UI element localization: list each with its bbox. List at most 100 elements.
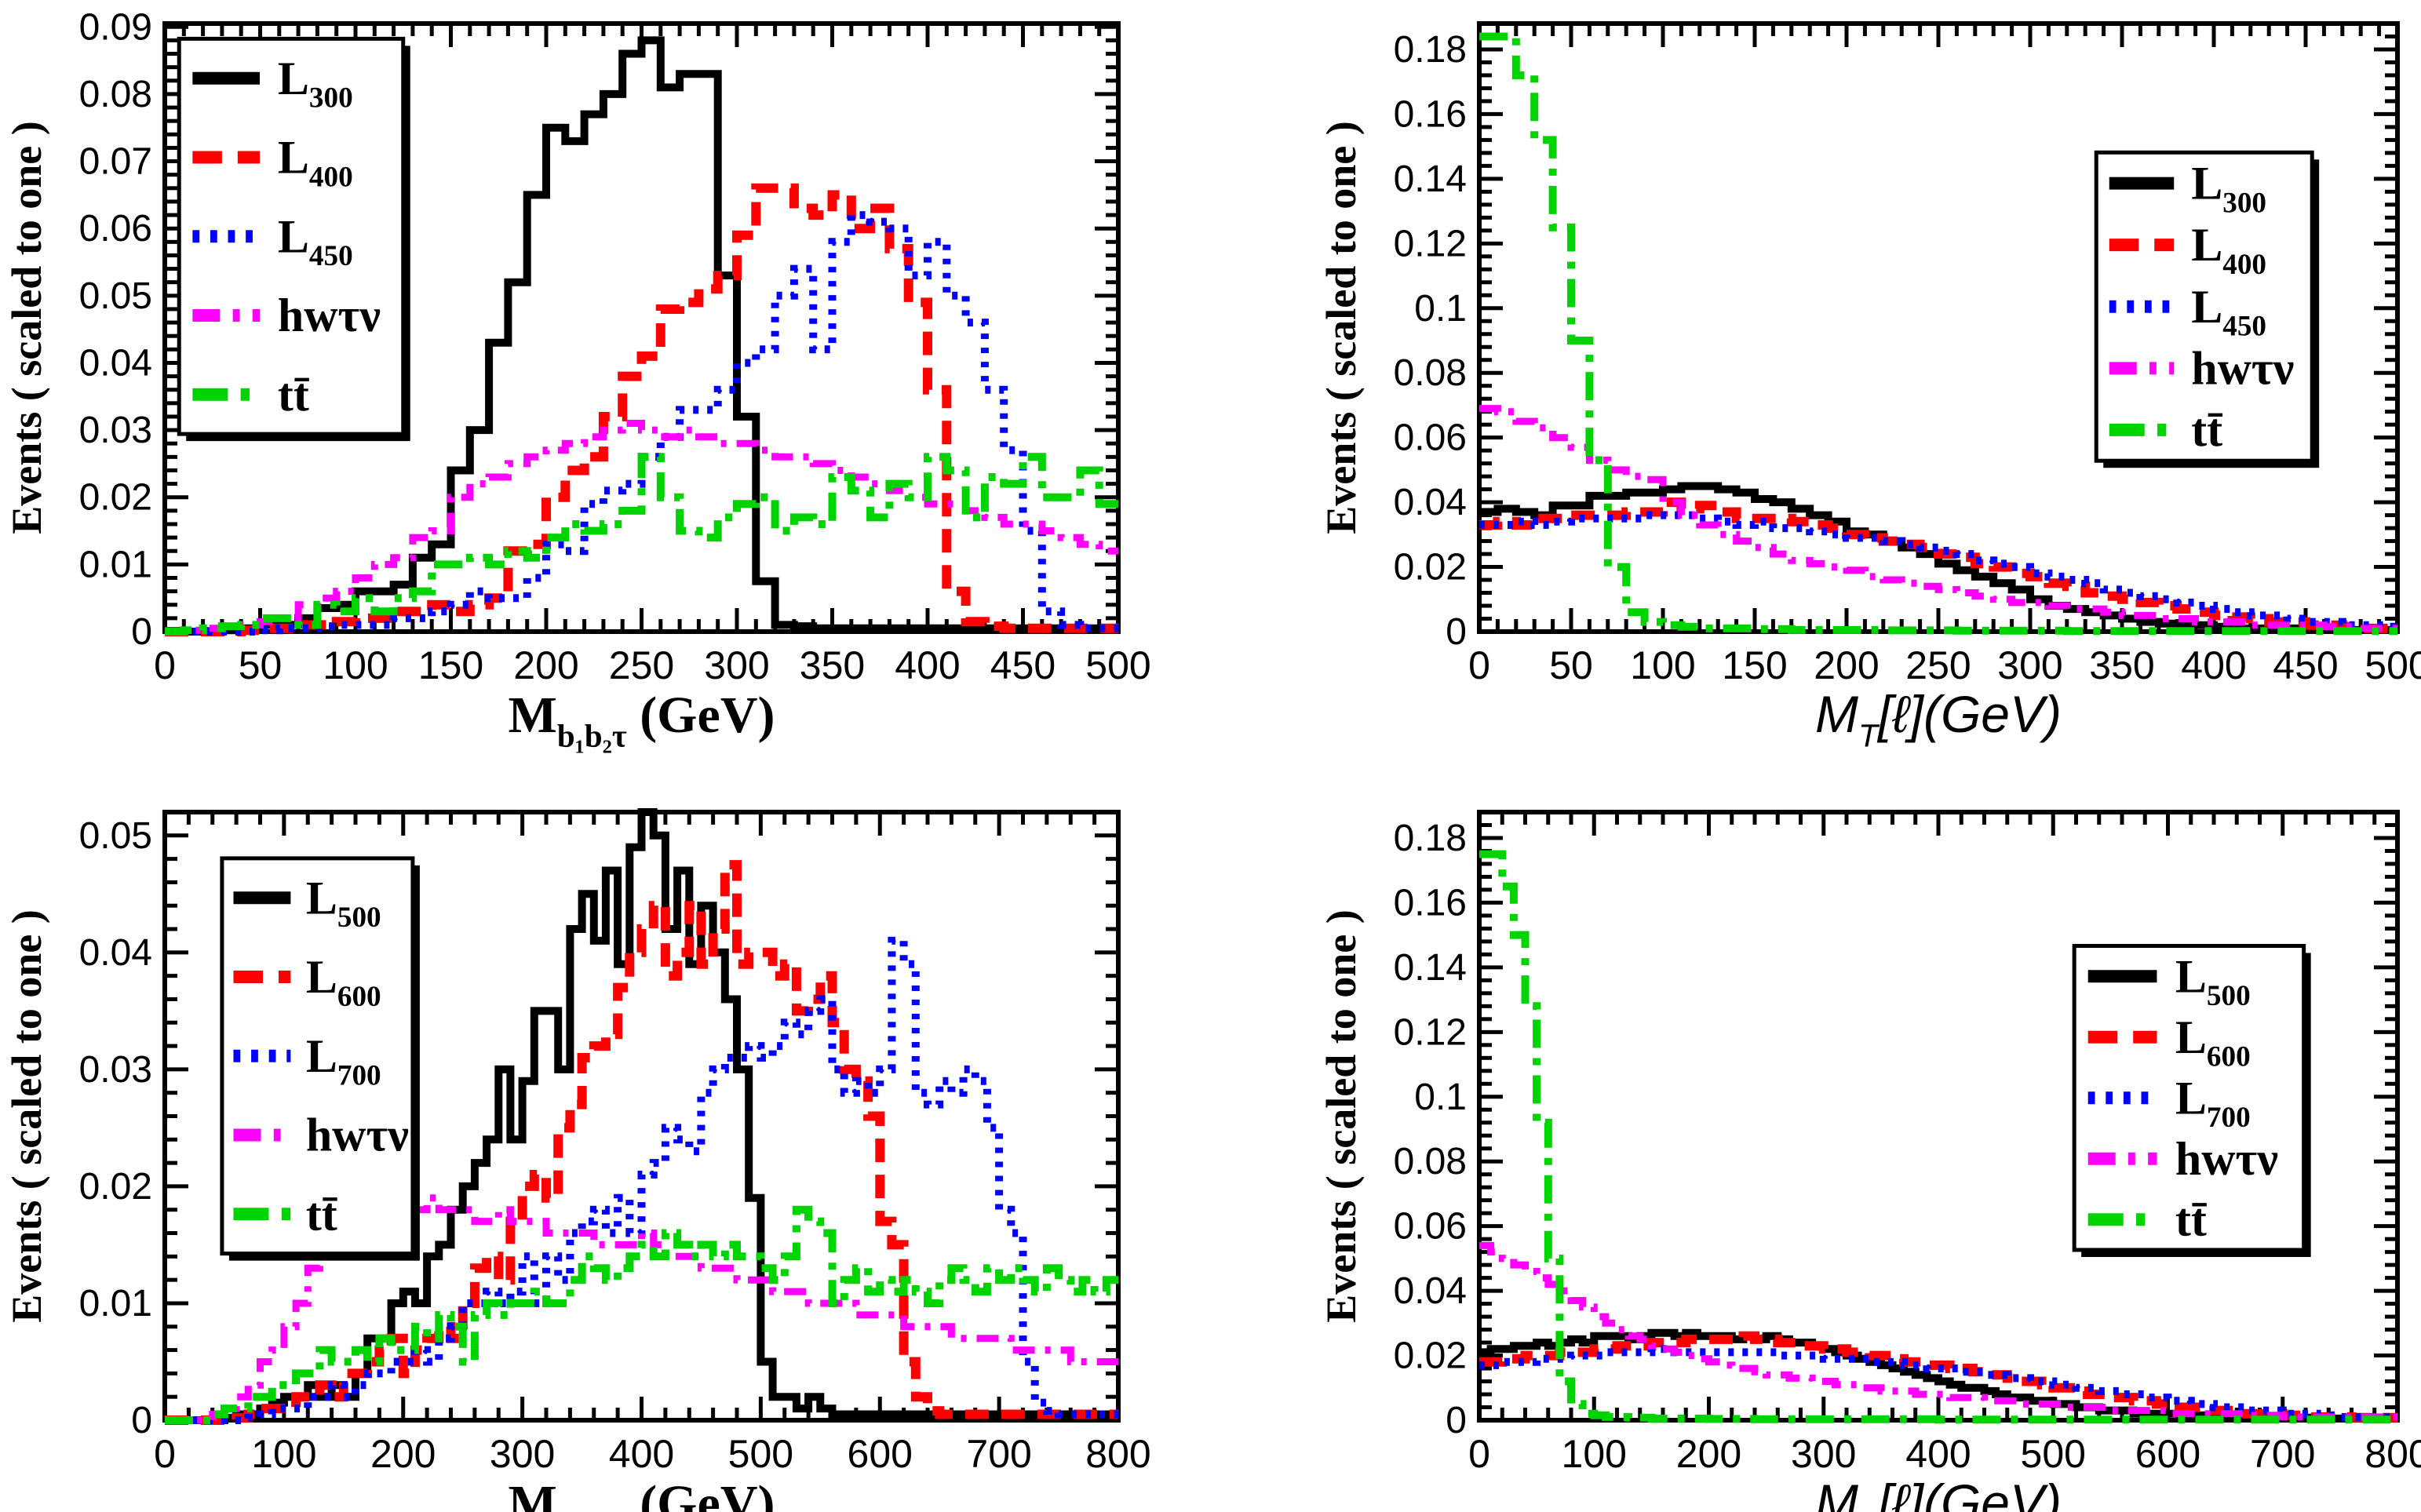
series-ttbar	[1479, 850, 2397, 1424]
y-tick-label: 0.01	[79, 1283, 152, 1324]
y-tick-label: 0.1	[1414, 288, 1467, 330]
y-tick-label: 0.14	[1394, 947, 1467, 989]
x-tick-label: 350	[800, 643, 865, 687]
legend-label-L300: L300	[278, 53, 353, 115]
x-tick-label: 150	[418, 643, 483, 687]
legend-label-L500: L500	[306, 872, 381, 934]
legend-label-L450: L450	[2191, 281, 2266, 343]
x-tick-label: 450	[2273, 643, 2338, 687]
x-tick-label: 0	[1468, 1432, 1490, 1476]
y-tick-label: 0.08	[79, 74, 152, 115]
chart-svg-top-right: 0 50 100 150 200 250 300 350 400 450 500 0 0.02 0.04 0…	[1318, 21, 2421, 753]
chart-svg-bottom-right: 0 100 200 300 400 500 600 700 800 0 0.02 0.04 0.06 0.…	[1318, 810, 2421, 1512]
x-tick-label: 200	[513, 643, 578, 687]
legend-label-ttbar: tt̄	[2191, 404, 2223, 456]
y-tick-label: 0.04	[1394, 1270, 1467, 1312]
series-ttbar	[1479, 32, 2397, 636]
series-ttbar	[165, 1205, 1118, 1424]
panel-bottom-left-mb1b2tau: 0 100 200 300 400 500 600 700 800 0 0.01 0.02 0.03 0.…	[0, 756, 1210, 1512]
x-tick-label: 200	[1676, 1432, 1741, 1476]
y-axis-ticks	[165, 810, 1118, 1423]
series-L700	[1479, 1345, 2397, 1421]
y-axis-title: Events ( scaled to one )	[1318, 121, 1365, 534]
x-tick-label: 400	[609, 1432, 674, 1476]
y-tick-label: 0.08	[1394, 352, 1467, 394]
y-tick-label: 0.02	[79, 477, 152, 519]
y-tick-label: 0.02	[1394, 547, 1467, 588]
x-tick-label: 100	[323, 643, 388, 687]
x-tick-label: 200	[370, 1432, 436, 1476]
y-axis-title: Events ( scaled to one )	[3, 909, 50, 1322]
panel-top-right-mtl: 0 50 100 150 200 250 300 350 400 450 500 0 0.02 0.04 0…	[1210, 0, 2421, 756]
y-tick-label: 0.04	[79, 342, 152, 384]
panel-top-left-mb1b2tau: 0 50 100 150 200 250 300 350 400 450 500 0 0.01 0.02 0…	[0, 0, 1210, 756]
legend-label-ttbar: tt̄	[278, 369, 310, 421]
y-tick-label: 0.03	[79, 410, 152, 451]
x-axis-title: MT[ℓ](GeV)	[1815, 1474, 2062, 1512]
y-tick-label: 0.06	[79, 208, 152, 250]
y-tick-label: 0	[1446, 611, 1467, 653]
legend-label-L700: L700	[2175, 1072, 2251, 1134]
series-hwtv	[1479, 1241, 2397, 1421]
legend-label-hwtv: hwτν	[2191, 342, 2294, 394]
x-tick-label: 450	[990, 643, 1056, 687]
y-tick-label: 0.05	[79, 815, 152, 857]
x-tick-label: 100	[251, 1432, 316, 1476]
y-axis-ticks	[1479, 810, 2397, 1423]
x-tick-label: 100	[1562, 1432, 1627, 1476]
chart-svg-bottom-left: 0 100 200 300 400 500 600 700 800 0 0.01 0.02 0.03 0.…	[3, 808, 1151, 1512]
x-tick-label: 500	[1085, 643, 1150, 687]
legend-label-L400: L400	[2191, 219, 2266, 281]
series-ttbar	[165, 453, 1118, 636]
legend-label-ttbar: tt̄	[306, 1188, 338, 1240]
y-tick-label: 0.04	[1394, 482, 1467, 523]
x-tick-label: 300	[704, 643, 769, 687]
y-axis-title: Events ( scaled to one )	[3, 121, 50, 534]
x-tick-label: 500	[728, 1432, 793, 1476]
series-hwtv	[165, 420, 1118, 636]
x-tick-label: 400	[1905, 1432, 1971, 1476]
y-tick-label: 0.18	[1394, 29, 1467, 71]
y-tick-label: 0.16	[1394, 93, 1467, 135]
x-axis-title: MT[ℓ](GeV)	[1815, 685, 2062, 753]
y-tick-label: 0.04	[79, 932, 152, 974]
y-tick-label: 0.1	[1414, 1077, 1467, 1118]
x-tick-label: 0	[1468, 643, 1490, 687]
series-L700	[165, 936, 1118, 1424]
y-tick-label: 0.08	[1394, 1141, 1467, 1182]
series-L450	[1479, 511, 2397, 631]
legend-label-L700: L700	[306, 1030, 381, 1092]
y-tick-label: 0.01	[79, 544, 152, 585]
legend-label-hwtv: hwτν	[278, 290, 381, 341]
x-tick-label: 350	[2089, 643, 2154, 687]
y-tick-label: 0.02	[1394, 1335, 1467, 1377]
series-L600	[165, 860, 1118, 1425]
y-axis-title: Events ( scaled to one )	[1318, 909, 1365, 1322]
x-tick-label: 50	[1549, 643, 1593, 687]
y-axis-ticks	[165, 24, 1118, 634]
series-L300	[1479, 482, 2397, 634]
y-tick-label: 0	[131, 1400, 152, 1441]
x-axis-title: Mb₁b₂τ (GeV)	[509, 1475, 775, 1512]
series-L400	[165, 183, 1118, 636]
x-tick-label: 700	[966, 1432, 1031, 1476]
x-tick-label: 600	[2135, 1432, 2200, 1476]
x-tick-label: 0	[154, 643, 176, 687]
x-tick-label: 800	[2364, 1432, 2421, 1476]
y-tick-label: 0.18	[1394, 818, 1467, 859]
y-tick-label: 0.16	[1394, 882, 1467, 924]
y-tick-label: 0.05	[79, 275, 152, 317]
x-tick-label: 300	[490, 1432, 555, 1476]
x-tick-label: 300	[1791, 1432, 1856, 1476]
y-tick-label: 0.06	[1394, 1206, 1467, 1248]
y-tick-label: 0.07	[79, 141, 152, 183]
x-tick-label: 250	[1905, 643, 1971, 687]
panel-bottom-right-mtl: 0 100 200 300 400 500 600 700 800 0 0.02 0.04 0.06 0.…	[1210, 756, 2421, 1512]
x-axis-title: Mb₁b₂τ (GeV)	[509, 687, 775, 753]
legend-label-hwtv: hwτν	[306, 1109, 409, 1161]
x-tick-label: 400	[2181, 643, 2246, 687]
y-tick-label: 0.09	[79, 6, 152, 48]
